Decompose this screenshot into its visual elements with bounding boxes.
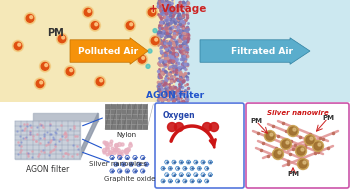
Circle shape [90,20,100,31]
Circle shape [293,128,296,131]
Circle shape [297,147,305,155]
Text: AGON filter: AGON filter [146,91,204,100]
Circle shape [14,42,22,50]
Circle shape [25,13,35,24]
Circle shape [18,43,21,46]
Text: Polluted Air: Polluted Air [78,46,138,56]
Circle shape [36,80,44,88]
Circle shape [111,45,119,53]
Circle shape [310,137,313,140]
Circle shape [153,29,157,33]
Circle shape [278,151,281,154]
Circle shape [210,122,218,132]
Circle shape [151,37,159,45]
Circle shape [175,122,183,132]
Circle shape [149,35,161,46]
Circle shape [280,139,292,149]
Circle shape [265,131,275,142]
Text: PM: PM [250,118,262,124]
Circle shape [287,125,299,136]
Circle shape [83,7,93,18]
Bar [0,0,175,102]
Circle shape [270,133,273,136]
Circle shape [62,36,65,39]
Circle shape [30,16,33,19]
Circle shape [289,127,297,135]
Circle shape [40,81,43,84]
Circle shape [13,40,23,52]
Circle shape [301,148,304,151]
Circle shape [100,79,103,82]
Circle shape [70,69,72,72]
Circle shape [88,10,91,12]
Circle shape [286,141,289,144]
Circle shape [148,49,152,53]
Circle shape [168,122,176,132]
Circle shape [95,23,98,26]
Circle shape [41,62,49,70]
Circle shape [314,142,322,150]
Circle shape [148,8,156,16]
Circle shape [303,161,306,164]
Circle shape [146,64,150,68]
Circle shape [56,33,68,44]
Circle shape [273,149,284,160]
Text: + Voltage: + Voltage [149,4,207,14]
Polygon shape [33,113,98,121]
Circle shape [96,78,104,86]
Circle shape [295,146,307,156]
Circle shape [115,46,118,49]
Text: Nylon: Nylon [116,132,136,138]
Circle shape [274,150,282,158]
Bar [175,0,350,102]
Text: AGON filter: AGON filter [26,165,69,174]
Circle shape [299,160,307,168]
FancyArrow shape [200,38,310,64]
Circle shape [266,132,274,140]
Circle shape [142,57,145,59]
Circle shape [313,141,323,152]
Circle shape [40,61,50,72]
Text: Oxygen: Oxygen [163,111,196,120]
Circle shape [126,22,134,29]
Text: Silver nanowires: Silver nanowires [89,161,147,167]
Circle shape [136,53,147,65]
Circle shape [130,23,133,26]
FancyBboxPatch shape [155,103,244,188]
Circle shape [147,7,158,18]
Circle shape [58,35,66,43]
Circle shape [125,20,135,31]
Circle shape [35,78,46,89]
Text: Filtrated Air: Filtrated Air [231,46,293,56]
Circle shape [66,67,74,75]
Circle shape [298,159,308,170]
FancyBboxPatch shape [246,103,349,188]
Circle shape [91,22,99,29]
Circle shape [203,122,211,132]
Circle shape [94,76,105,87]
Text: Graphite oxide: Graphite oxide [104,176,156,182]
Circle shape [304,135,315,146]
Circle shape [152,10,155,12]
Circle shape [138,55,146,63]
Circle shape [155,38,158,41]
Polygon shape [80,113,98,159]
Circle shape [318,143,321,146]
Text: PM: PM [322,115,334,121]
Circle shape [110,43,120,55]
Text: PM: PM [287,171,299,177]
Circle shape [306,136,314,144]
Text: PM: PM [47,28,63,38]
Text: Silver nanowire: Silver nanowire [267,110,328,116]
Polygon shape [15,121,80,159]
Circle shape [64,66,76,77]
Circle shape [45,64,48,67]
Bar [105,104,147,129]
Circle shape [26,15,34,22]
Circle shape [282,140,290,148]
Circle shape [84,8,92,16]
FancyArrow shape [70,38,148,64]
